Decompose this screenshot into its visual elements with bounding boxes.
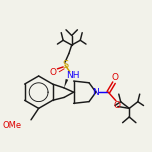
Text: O: O [49,68,56,77]
Text: O: O [113,101,120,110]
Text: NH: NH [66,71,79,80]
Text: O: O [111,73,118,82]
Text: N: N [93,88,99,97]
Polygon shape [64,79,68,88]
Text: OMe: OMe [2,121,21,130]
Text: S: S [62,60,68,70]
